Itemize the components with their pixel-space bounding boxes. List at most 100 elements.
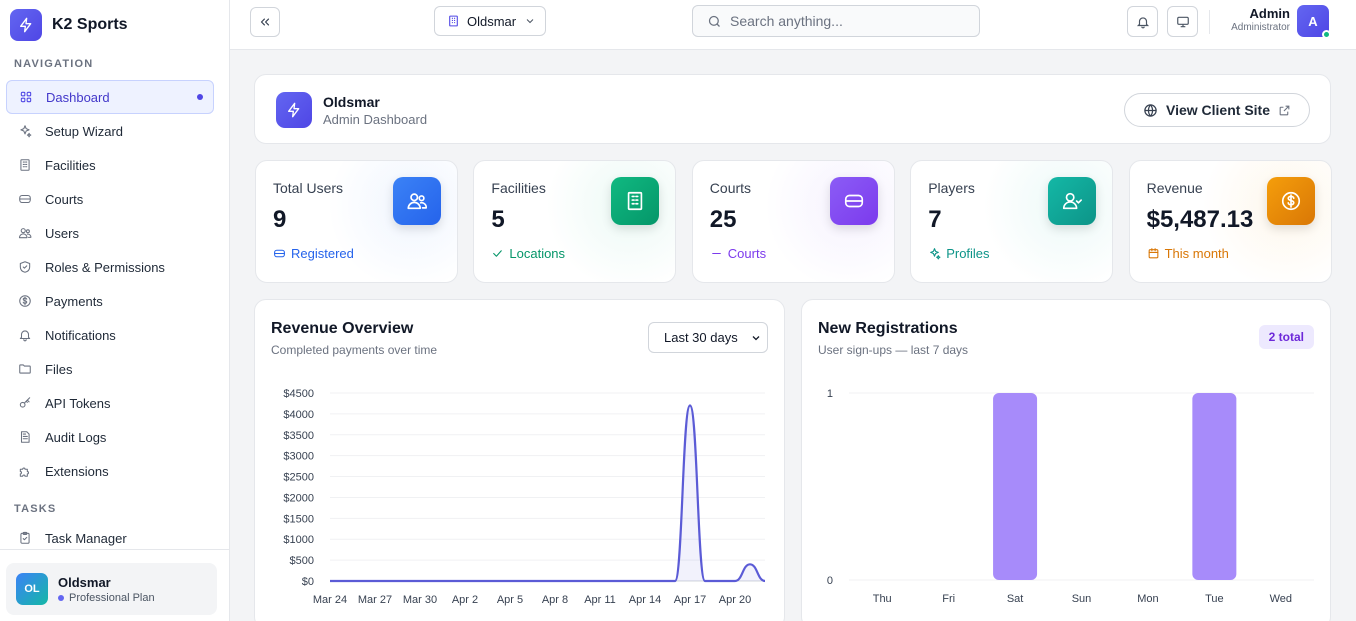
- stat-footnote: Courts: [727, 246, 767, 261]
- x-tick-label: Apr 20: [719, 594, 751, 606]
- site-selector[interactable]: Oldsmar: [434, 6, 546, 36]
- users-icon: [407, 193, 427, 210]
- building-icon: [628, 191, 643, 211]
- clipboard-icon: [20, 531, 30, 544]
- external-link-icon: [1279, 105, 1290, 115]
- nav-section-label: NAVIGATION: [14, 58, 94, 70]
- notifications-button[interactable]: [1127, 6, 1158, 37]
- active-dot-icon: [197, 94, 203, 100]
- stat-card-total-users[interactable]: Total Users 9 Registered: [255, 160, 458, 283]
- stat-value: 7: [928, 206, 942, 233]
- sidebar-item-roles-permissions[interactable]: Roles & Permissions: [6, 250, 214, 284]
- stat-label: Revenue: [1146, 180, 1203, 196]
- stat-card-facilities[interactable]: Facilities 5 Locations: [473, 160, 677, 283]
- card-glow: [545, 161, 676, 282]
- stat-icon-tile: [393, 177, 441, 225]
- stat-card-players[interactable]: Players 7 Profiles: [910, 160, 1114, 283]
- x-tick-label: Sat: [1007, 593, 1024, 605]
- collapse-sidebar-button[interactable]: [250, 7, 280, 37]
- x-tick-label: Apr 2: [452, 594, 478, 606]
- stat-icon-tile: [1266, 177, 1315, 225]
- stat-value: $5,487.13: [1146, 206, 1254, 233]
- x-tick-label: Tue: [1205, 593, 1224, 605]
- user-menu[interactable]: Admin Administrator: [1231, 6, 1290, 33]
- x-tick-label: Thu: [873, 593, 892, 605]
- plan-dot-icon: [58, 594, 64, 601]
- sidebar-item-setup-wizard[interactable]: Setup Wizard: [6, 114, 214, 148]
- stat-label: Players: [928, 180, 975, 196]
- brand[interactable]: K2 Sports: [10, 9, 128, 41]
- y-tick-label: $1000: [283, 534, 314, 546]
- dash-icon: [711, 252, 721, 255]
- view-client-site-button[interactable]: View Client Site: [1124, 93, 1310, 127]
- document-icon: [20, 431, 30, 443]
- org-avatar: OL: [16, 573, 48, 605]
- sidebar-item-label: Courts: [45, 191, 84, 207]
- sidebar-item-notifications[interactable]: Notifications: [6, 318, 214, 352]
- x-tick-label: Apr 14: [629, 594, 661, 606]
- task-list: Task Manager: [6, 521, 214, 555]
- search-input[interactable]: [730, 13, 970, 29]
- stat-footnote: Locations: [509, 246, 566, 261]
- sidebar-item-api-tokens[interactable]: API Tokens: [6, 386, 214, 420]
- registrations-bar-chart: 1 0 Thu Fri Sat Sun Mon Tue Wed: [827, 388, 1314, 605]
- shield-icon: [19, 261, 31, 273]
- y-tick-label: $0: [302, 576, 314, 588]
- monitor-icon: [1176, 16, 1189, 27]
- sidebar-item-files[interactable]: Files: [6, 352, 214, 386]
- stat-card-courts[interactable]: Courts 25 Courts: [691, 160, 895, 283]
- topbar: Oldsmar Admin Administrator A: [230, 0, 1356, 50]
- x-tick-label: Apr 17: [674, 594, 706, 606]
- chevron-down-icon: [752, 335, 760, 340]
- sidebar-item-label: Extensions: [45, 463, 109, 479]
- y-tick-label: $500: [290, 555, 314, 567]
- stat-label: Total Users: [273, 180, 344, 196]
- calendar-icon: [1148, 248, 1158, 259]
- stat-value: 25: [709, 206, 737, 233]
- court-layers-icon: [19, 194, 31, 204]
- sidebar-item-audit-logs[interactable]: Audit Logs: [6, 420, 214, 454]
- display-button[interactable]: [1167, 6, 1198, 37]
- y-tick-label: 0: [827, 575, 833, 587]
- user-avatar[interactable]: A: [1297, 5, 1331, 39]
- x-tick-label: Mar 30: [403, 594, 437, 606]
- sidebar-item-label: Task Manager: [45, 530, 127, 546]
- user-icon: [1063, 192, 1083, 210]
- registration-bar[interactable]: [1192, 393, 1237, 580]
- y-tick-label: $3000: [283, 451, 314, 463]
- sidebar-item-label: Roles & Permissions: [45, 259, 165, 275]
- y-tick-label: 1: [827, 388, 833, 400]
- registrations-chart-subtitle: User sign-ups — last 7 days: [818, 343, 969, 357]
- x-tick-label: Apr 8: [542, 594, 568, 606]
- y-tick-label: $4500: [283, 388, 314, 400]
- sidebar-item-extensions[interactable]: Extensions: [6, 454, 214, 488]
- date-range-select[interactable]: Last 30 days: [648, 322, 768, 353]
- stat-icon-tile: [611, 177, 660, 225]
- sidebar-item-dashboard[interactable]: Dashboard: [6, 80, 214, 114]
- sidebar-item-task-manager[interactable]: Task Manager: [6, 521, 214, 555]
- sidebar-item-courts[interactable]: Courts: [6, 182, 214, 216]
- y-tick-label: $1500: [283, 513, 314, 525]
- site-selector-label: Oldsmar: [467, 13, 517, 29]
- sidebar-item-users[interactable]: Users: [6, 216, 214, 250]
- revenue-chart-title: Revenue Overview: [271, 320, 414, 337]
- sparkles-icon: [930, 248, 941, 260]
- brand-name: K2 Sports: [52, 16, 128, 33]
- org-switcher[interactable]: OL Oldsmar Professional Plan: [6, 563, 217, 615]
- search-box[interactable]: [692, 5, 980, 37]
- dollar-circle-icon: [19, 295, 31, 307]
- user-role: Administrator: [1231, 22, 1290, 33]
- users-icon: [18, 228, 32, 239]
- sidebar-item-payments[interactable]: Payments: [6, 284, 214, 318]
- sidebar-item-facilities[interactable]: Facilities: [6, 148, 214, 182]
- key-icon: [19, 397, 31, 408]
- registration-bar[interactable]: [993, 393, 1038, 580]
- revenue-series-line: [330, 404, 766, 583]
- registrations-chart-card: New Registrations User sign-ups — last 7…: [801, 299, 1331, 621]
- sidebar-item-label: Notifications: [45, 327, 116, 343]
- revenue-chart-subtitle: Completed payments over time: [271, 343, 438, 357]
- y-tick-label: $2500: [283, 472, 314, 484]
- x-tick-label: Apr 5: [497, 594, 523, 606]
- stat-card-revenue[interactable]: Revenue $5,487.13 This month: [1128, 160, 1332, 283]
- sidebar-item-label: Files: [45, 361, 73, 377]
